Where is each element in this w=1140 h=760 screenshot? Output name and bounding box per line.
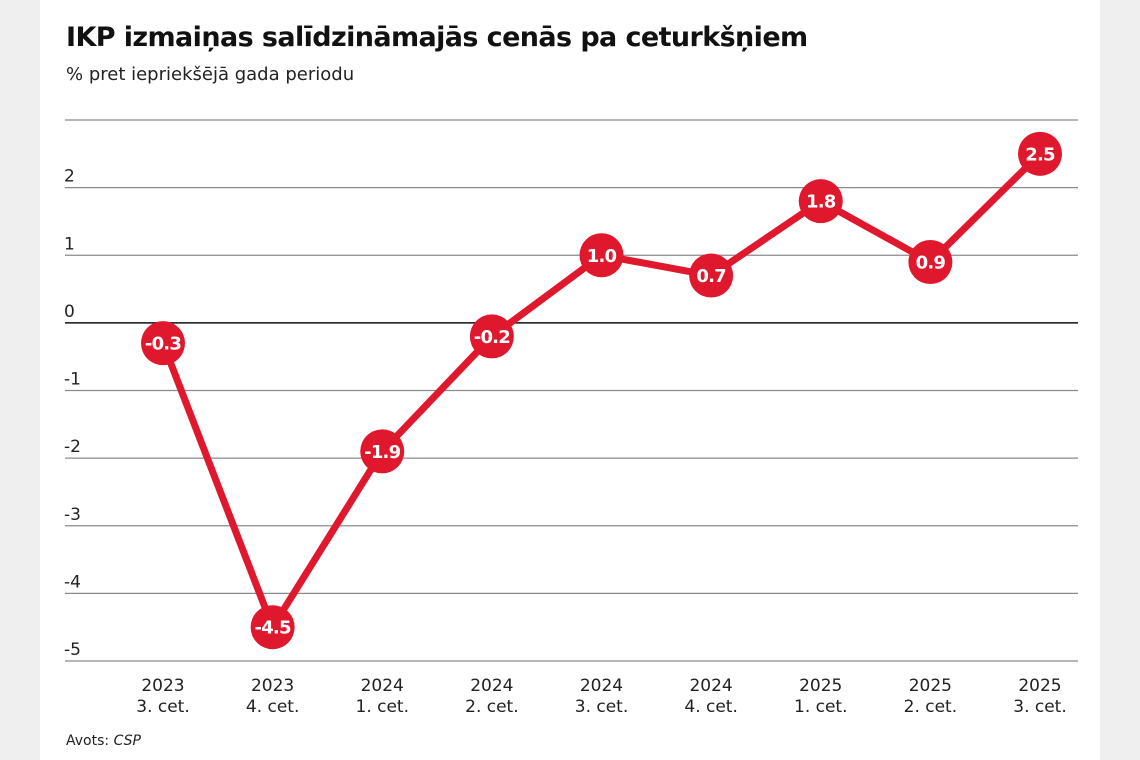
x-tick-label-quarter: 1. cet. [794, 697, 848, 717]
data-label: 1.8 [806, 192, 836, 213]
data-label: -1.9 [364, 442, 400, 463]
x-tick-label-year: 2024 [689, 676, 732, 696]
chart-subtitle: % pret iepriekšējā gada periodu [66, 64, 355, 85]
data-point [689, 253, 734, 298]
data-label: 0.9 [916, 253, 946, 274]
chart-title: IKP izmaiņas salīdzināmajās cenās pa cet… [66, 22, 808, 53]
x-tick-label-quarter: 3. cet. [575, 697, 629, 717]
x-tick-label-year: 2024 [470, 676, 513, 696]
y-tick-label: 1 [64, 234, 75, 254]
x-tick-label-quarter: 2. cet. [904, 697, 958, 717]
x-tick-label-year: 2024 [361, 676, 404, 696]
data-label: -0.3 [145, 334, 181, 355]
x-tick-label-year: 2025 [799, 676, 842, 696]
x-tick-label-year: 2024 [580, 676, 623, 696]
source-note: Avots: CSP [66, 733, 141, 749]
data-point [1018, 131, 1062, 176]
data-label: 0.7 [696, 266, 726, 287]
data-point [798, 179, 843, 224]
data-label: -4.5 [255, 618, 291, 639]
x-tick-label-quarter: 4. cet. [684, 697, 738, 717]
data-point [469, 314, 514, 359]
data-point [360, 429, 405, 474]
x-tick-label-quarter: 4. cet. [246, 697, 300, 717]
data-point [250, 605, 295, 650]
y-tick-label: -1 [64, 370, 81, 390]
x-tick-label-year: 2025 [1018, 676, 1061, 696]
data-label: -0.2 [474, 327, 510, 348]
y-tick-label: 0 [64, 302, 75, 322]
x-tick-label-quarter: 3. cet. [136, 697, 190, 717]
data-point [579, 233, 624, 278]
source-label: Avots: [66, 733, 110, 749]
source-name: CSP [113, 733, 141, 749]
y-tick-label: -4 [64, 572, 81, 592]
y-tick-label: 2 [64, 167, 75, 187]
chart-card [40, 0, 1100, 760]
data-label: 2.5 [1025, 144, 1055, 165]
data-point [908, 240, 953, 285]
x-tick-label-year: 2023 [251, 676, 294, 696]
x-tick-label-quarter: 1. cet. [356, 697, 410, 717]
x-tick-label-quarter: 3. cet. [1013, 697, 1067, 717]
data-point [141, 321, 185, 366]
y-tick-label: -3 [64, 505, 81, 525]
y-tick-label: -5 [64, 640, 81, 660]
data-label: 1.0 [587, 246, 617, 267]
x-tick-label-year: 2023 [141, 676, 184, 696]
y-tick-label: -2 [64, 437, 81, 457]
x-tick-label-quarter: 2. cet. [465, 697, 519, 717]
x-tick-label-year: 2025 [909, 676, 952, 696]
